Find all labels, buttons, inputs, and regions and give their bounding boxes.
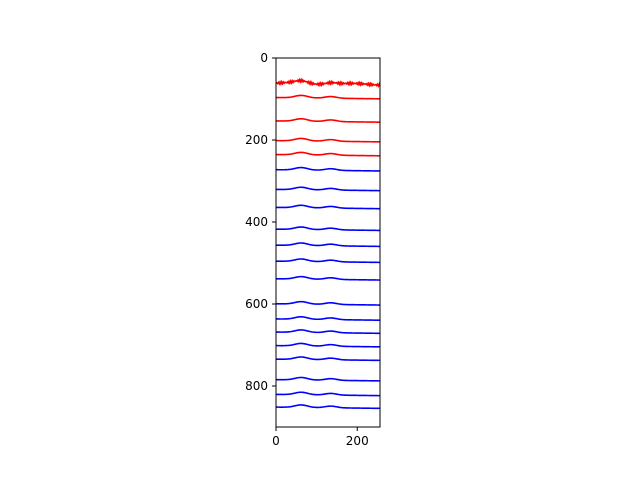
series-line-12 <box>275 275 381 281</box>
series-line-15 <box>275 329 381 335</box>
y-tick-label: 800 <box>245 379 268 393</box>
series-line-13 <box>275 300 381 306</box>
x-tick-label: 200 <box>346 434 369 448</box>
y-axis: 0 200 400 600 800 <box>245 51 276 393</box>
axes-frame <box>275 57 381 428</box>
y-tick-label: 200 <box>245 133 268 147</box>
series-line-4 <box>275 137 381 143</box>
series-line-6 <box>275 166 381 172</box>
x-axis: 0 200 <box>272 427 369 448</box>
series-line-19 <box>275 391 381 397</box>
series-line-8 <box>275 204 381 210</box>
series-line-2 <box>275 94 381 100</box>
series-layer <box>275 77 381 410</box>
series-line-14 <box>275 315 381 322</box>
y-tick-label: 600 <box>245 297 268 311</box>
y-tick-label: 0 <box>260 51 268 65</box>
series-line-16 <box>275 342 381 348</box>
series-line-9 <box>275 226 381 232</box>
series-line-3 <box>275 117 381 123</box>
series-line-20 <box>275 404 381 410</box>
y-tick-label: 400 <box>245 215 268 229</box>
series-line-11 <box>275 258 381 264</box>
series-line-5 <box>275 151 381 157</box>
series-line-7 <box>275 186 381 192</box>
series-line-1 <box>275 77 381 88</box>
series-line-17 <box>275 356 381 362</box>
x-tick-label: 0 <box>272 434 280 448</box>
series-line-18 <box>275 376 381 382</box>
series-line-10 <box>275 242 381 248</box>
